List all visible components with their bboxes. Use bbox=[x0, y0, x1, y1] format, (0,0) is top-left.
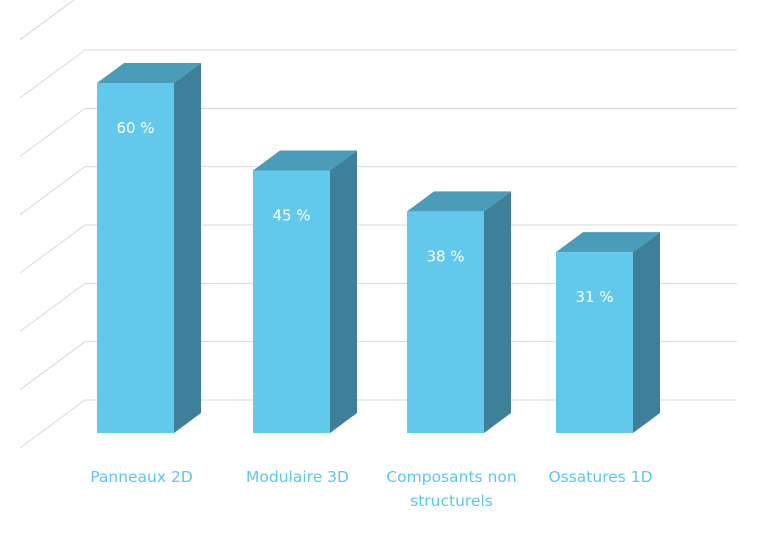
data-label: 38 % bbox=[426, 247, 464, 265]
bar-top bbox=[97, 63, 201, 84]
bar-top bbox=[407, 191, 511, 212]
category-label: Composants non structurels bbox=[386, 468, 516, 510]
gridline-slant bbox=[19, 107, 86, 157]
data-label: 31 % bbox=[575, 288, 613, 306]
bar bbox=[407, 191, 511, 433]
bar-front bbox=[97, 83, 174, 434]
bar-top bbox=[253, 150, 357, 171]
gridline-slant bbox=[19, 399, 86, 449]
gridline-slant bbox=[19, 0, 75, 41]
gridline-slant bbox=[19, 49, 86, 99]
gridline-slant bbox=[19, 282, 86, 332]
gridline-slant bbox=[19, 166, 86, 216]
bar-front bbox=[407, 211, 484, 433]
category-label: Panneaux 2D bbox=[90, 468, 193, 486]
chart-bars bbox=[97, 63, 660, 434]
bar-side bbox=[484, 191, 511, 433]
bar-front bbox=[556, 252, 633, 433]
data-label: 45 % bbox=[272, 207, 310, 225]
bar bbox=[253, 150, 357, 433]
bar bbox=[556, 232, 660, 433]
category-label: Ossatures 1D bbox=[548, 468, 652, 486]
bar-side bbox=[330, 150, 357, 433]
category-label: Modulaire 3D bbox=[246, 468, 349, 486]
bar bbox=[97, 63, 201, 434]
data-label: 60 % bbox=[116, 119, 154, 137]
gridline-slant bbox=[19, 341, 86, 391]
chart-labels: 60 % Panneaux 2D 45 % Modulaire 3D 38 % Compo… bbox=[90, 119, 652, 510]
gridline-slant bbox=[19, 224, 86, 274]
bar-side bbox=[174, 63, 201, 434]
bar-side bbox=[633, 232, 660, 433]
bar-front bbox=[253, 170, 330, 433]
bar-top bbox=[556, 232, 660, 253]
